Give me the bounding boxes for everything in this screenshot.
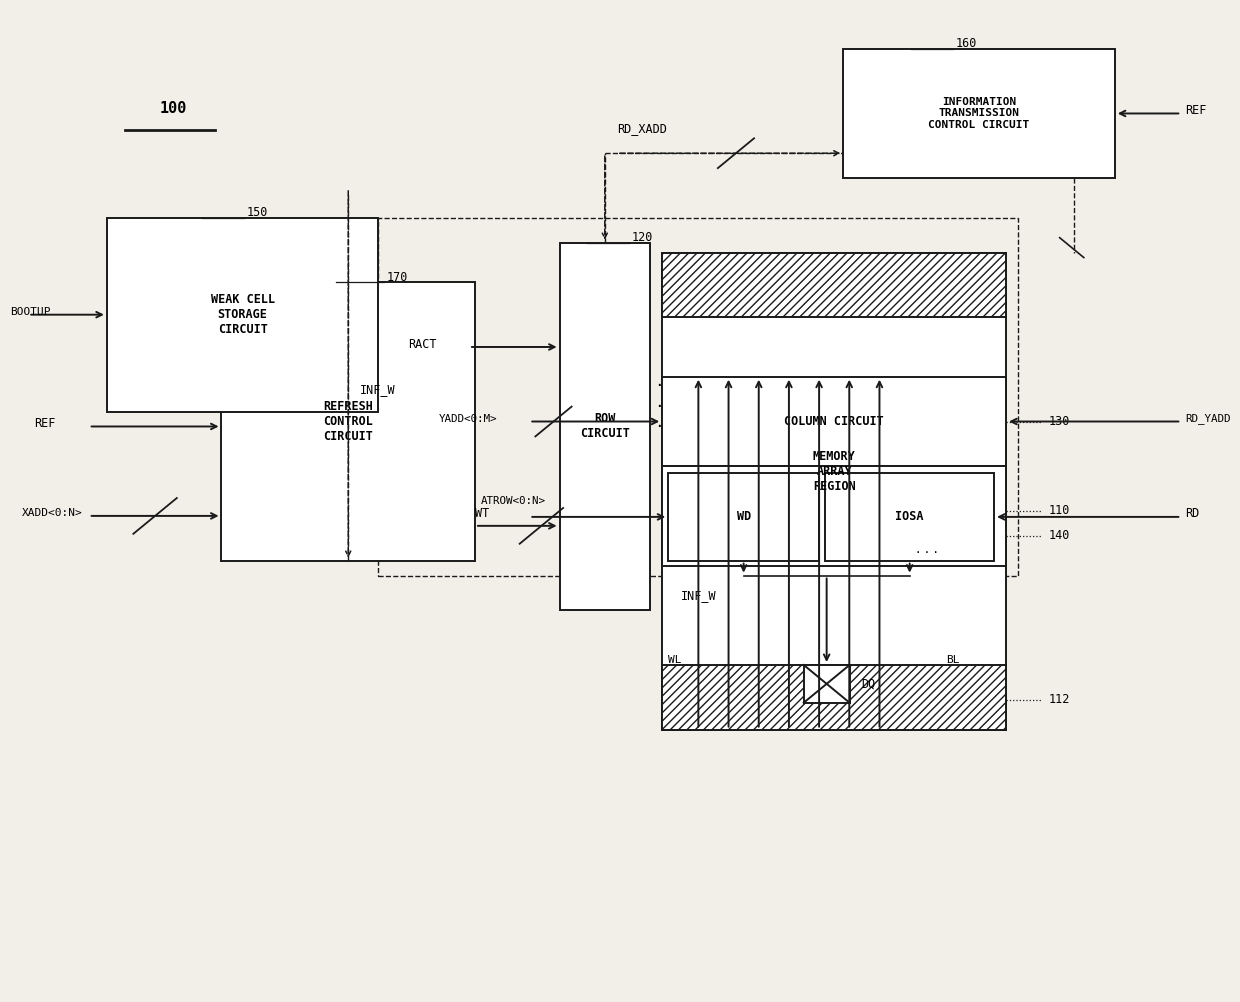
Bar: [668, 473, 820, 561]
Text: WD: WD: [737, 510, 750, 523]
Text: XADD<0:N>: XADD<0:N>: [22, 508, 83, 518]
Text: REFRESH
CONTROL
CIRCUIT: REFRESH CONTROL CIRCUIT: [324, 400, 373, 443]
Text: INFORMATION
TRANSMISSION
CONTROL CIRCUIT: INFORMATION TRANSMISSION CONTROL CIRCUIT: [929, 97, 1029, 130]
Text: RACT: RACT: [409, 338, 438, 351]
Text: 130: 130: [1049, 415, 1070, 428]
Text: MEMORY
ARRAY
REGION: MEMORY ARRAY REGION: [812, 450, 856, 493]
Bar: [662, 466, 1006, 565]
Bar: [222, 283, 475, 561]
Text: 112: 112: [1049, 693, 1070, 706]
Text: WEAK CELL
STORAGE
CIRCUIT: WEAK CELL STORAGE CIRCUIT: [211, 294, 275, 337]
Text: ROW
CIRCUIT: ROW CIRCUIT: [580, 413, 630, 441]
Text: RD: RD: [1185, 507, 1199, 520]
Bar: [825, 473, 994, 561]
Text: 140: 140: [1049, 529, 1070, 542]
Text: ATROW<0:N>: ATROW<0:N>: [481, 496, 546, 506]
Text: 170: 170: [387, 271, 408, 284]
Bar: [662, 665, 1006, 729]
Text: RD_XADD: RD_XADD: [616, 122, 667, 135]
Bar: [804, 665, 849, 702]
Text: 160: 160: [956, 37, 977, 50]
Text: WL: WL: [668, 655, 682, 665]
Bar: [559, 242, 650, 610]
Bar: [662, 253, 1006, 729]
Text: DQ: DQ: [862, 677, 875, 690]
Bar: [107, 217, 378, 412]
Text: ·
·
·: · · ·: [656, 377, 662, 437]
Text: INF_W: INF_W: [681, 589, 717, 602]
Text: INF_W: INF_W: [361, 383, 396, 396]
Text: WT: WT: [475, 507, 490, 520]
Text: IOSA: IOSA: [895, 510, 924, 523]
Bar: [378, 217, 1018, 575]
Text: RD_YADD: RD_YADD: [1185, 413, 1230, 424]
Text: · · ·: · · ·: [916, 546, 937, 560]
Text: 150: 150: [247, 206, 268, 219]
Bar: [843, 49, 1115, 178]
Text: REF: REF: [35, 417, 56, 430]
Text: BL: BL: [946, 655, 960, 665]
Text: BOOTUP: BOOTUP: [10, 307, 51, 317]
Text: YADD<0:M>: YADD<0:M>: [439, 414, 497, 424]
Text: 120: 120: [631, 231, 652, 244]
Text: 110: 110: [1049, 504, 1070, 517]
Text: 100: 100: [160, 101, 187, 116]
Bar: [662, 253, 1006, 318]
Bar: [662, 377, 1006, 466]
Text: COLUMN CIRCUIT: COLUMN CIRCUIT: [785, 415, 884, 428]
Text: REF: REF: [1185, 104, 1207, 117]
